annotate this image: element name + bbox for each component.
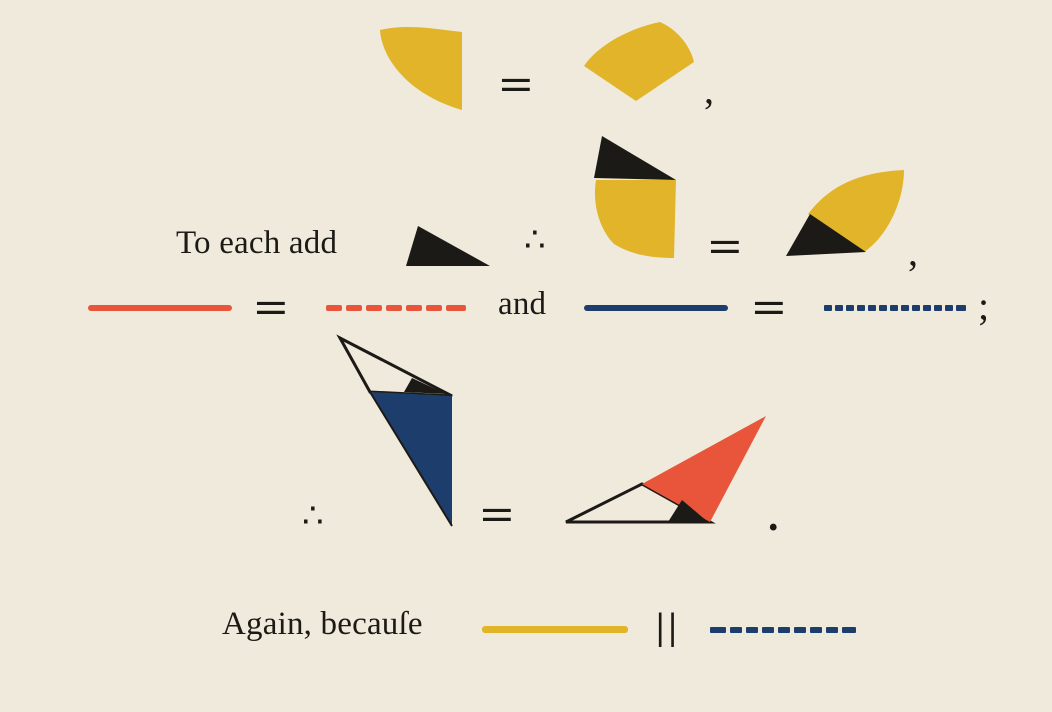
line2-equals-sign: = bbox=[708, 221, 743, 272]
line3-equals-sign-2: = bbox=[752, 282, 787, 333]
red-solid-line-icon bbox=[88, 305, 232, 311]
line1-equals-sign: = bbox=[499, 59, 534, 110]
red-dashed-line-icon bbox=[326, 305, 466, 311]
red-triangle-figure-icon bbox=[565, 416, 766, 524]
yellow-angle-sector-right-icon bbox=[584, 22, 694, 101]
line4-equals-sign: = bbox=[480, 489, 515, 540]
yellow-angle-sector-left-icon bbox=[380, 26, 462, 111]
line1-comma: , bbox=[704, 67, 715, 112]
yellow-solid-line-icon bbox=[482, 626, 628, 633]
black-angle-right-composite-icon bbox=[786, 214, 866, 256]
line4-period: . bbox=[768, 494, 779, 540]
line2-comma: , bbox=[908, 229, 919, 274]
blue-triangle-figure-icon bbox=[336, 334, 453, 527]
line2-therefore-symbol: ∴ bbox=[524, 222, 546, 259]
black-angle-on-sector-icon bbox=[594, 136, 676, 180]
line5-parallel-symbol: || bbox=[656, 606, 681, 648]
blue-dotted-line-short-icon bbox=[710, 627, 856, 633]
line3-equals-sign: = bbox=[254, 282, 289, 333]
line3-semicolon: ; bbox=[978, 283, 990, 328]
blue-solid-line-icon bbox=[584, 305, 728, 311]
line3-and-text: and bbox=[498, 286, 547, 322]
blue-dotted-line-icon bbox=[824, 305, 966, 311]
line4-therefore-symbol: ∴ bbox=[302, 498, 324, 535]
line2-prefix-text: To each add bbox=[176, 225, 338, 261]
black-angle-triangle-icon bbox=[406, 226, 490, 266]
yellow-sector-with-black-angle-icon bbox=[594, 180, 676, 258]
line5-prefix-text: Again, becauſe bbox=[222, 606, 423, 642]
